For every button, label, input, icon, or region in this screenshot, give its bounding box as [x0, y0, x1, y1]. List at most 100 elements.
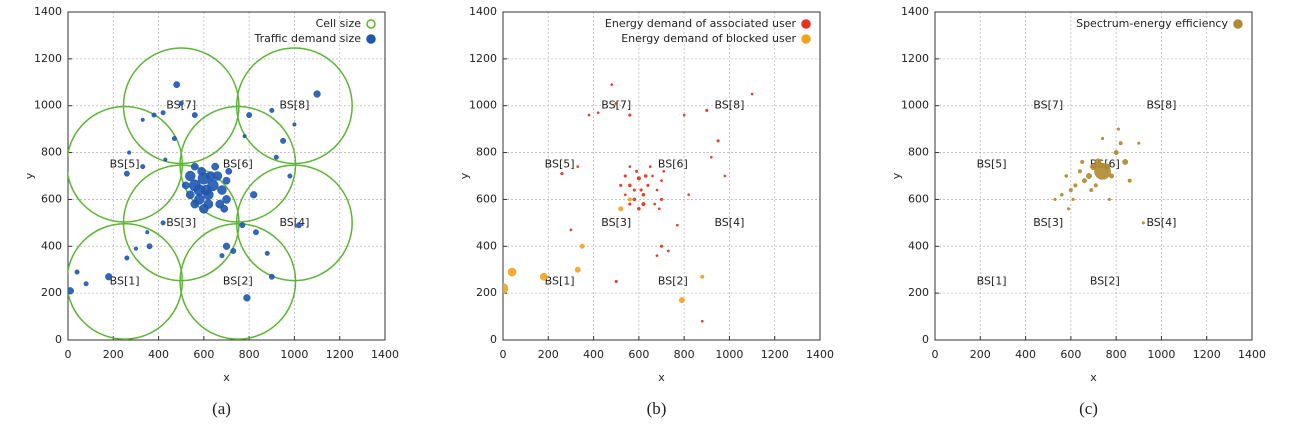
data-point [641, 202, 646, 207]
data-point [1090, 163, 1097, 171]
data-point [205, 171, 216, 181]
data-point [1071, 197, 1075, 202]
data-point [1109, 173, 1115, 179]
annotation: BS[6] [223, 157, 253, 170]
data-point [191, 112, 198, 119]
chart-panel: 0 200 400 600 800 1000 1200 1400 0 200 400 600 800 10… [23, 5, 399, 418]
data-point [83, 281, 89, 287]
data-point [750, 92, 754, 96]
annotation: BS[5] [545, 157, 575, 170]
x-tick-label: 1200 [326, 348, 354, 361]
x-tick-label: 1400 [1238, 348, 1266, 361]
plot-frame [502, 11, 821, 341]
y-axis-label: y [890, 172, 903, 179]
data-point [252, 229, 259, 236]
y-tick-label: 1200 [469, 52, 497, 65]
data-point [1077, 169, 1082, 174]
annotation: BS[6] [658, 157, 688, 170]
data-point [140, 164, 146, 170]
data-point [627, 197, 632, 202]
data-point [574, 266, 581, 273]
x-tick-label: 600 [1060, 348, 1081, 361]
data-point [655, 188, 659, 192]
legend-label: Cell size [316, 17, 362, 30]
data-point [171, 136, 177, 142]
data-point [243, 294, 251, 302]
data-point [1068, 187, 1073, 193]
cell-circle [179, 105, 297, 223]
y-tick-label: 200 [908, 286, 929, 299]
data-point [313, 90, 321, 98]
data-point [1137, 141, 1141, 145]
data-point [295, 222, 302, 229]
data-point [197, 166, 206, 176]
annotation: BS[4] [279, 216, 309, 229]
cell-circle [179, 222, 297, 340]
data-point [576, 165, 580, 169]
data-point [507, 267, 517, 277]
plot-area [935, 12, 1252, 340]
data-point [1073, 183, 1078, 188]
caption: (c) [1079, 399, 1098, 418]
data-point [637, 206, 641, 211]
legend-label: Energy demand of blocked user [621, 32, 796, 45]
data-point [587, 113, 591, 117]
data-point [140, 117, 145, 122]
data-point [160, 110, 166, 116]
annotation: BS[3] [601, 216, 631, 229]
data-point [200, 184, 212, 196]
data-point [614, 279, 618, 284]
data-point [1080, 159, 1085, 165]
annotation: BS[7] [1033, 99, 1063, 112]
data-point [1064, 174, 1069, 178]
data-point [628, 165, 632, 169]
data-point [133, 246, 138, 251]
data-point [185, 170, 196, 182]
annotation: BS[7] [601, 99, 631, 112]
y-tick-label: 200 [476, 286, 497, 299]
data-point [660, 179, 663, 183]
data-point [1100, 136, 1105, 141]
annotation: BS[1] [545, 274, 575, 287]
y-tick-label: 600 [908, 192, 929, 205]
data-point [211, 162, 220, 171]
data-point [269, 107, 275, 113]
y-tick-label: 0 [490, 333, 497, 346]
plot-area [68, 12, 385, 340]
data-point [634, 169, 639, 173]
data-point [651, 174, 654, 178]
data-point [151, 112, 157, 118]
data-point [230, 248, 237, 254]
y-tick-label: 400 [476, 239, 497, 252]
legend-marker [801, 34, 811, 44]
y-axis-label: y [458, 172, 471, 179]
data-point [678, 297, 685, 304]
legend-label: Traffic demand size [253, 32, 361, 45]
x-tick-label: 0 [500, 348, 507, 361]
y-tick-label: 1200 [34, 52, 62, 65]
data-layer [1053, 127, 1145, 225]
data-point [716, 139, 720, 143]
data-point [287, 173, 293, 179]
data-point [623, 174, 627, 178]
y-tick-label: 0 [55, 333, 62, 346]
x-tick-label: 400 [1015, 348, 1036, 361]
data-point [1081, 178, 1087, 184]
data-point [646, 183, 650, 187]
data-point [632, 197, 637, 202]
data-point [160, 220, 166, 226]
x-tick-label: 400 [148, 348, 169, 361]
cell-circle [235, 47, 353, 165]
data-point [662, 169, 666, 173]
x-tick-label: 400 [583, 348, 604, 361]
x-tick-label: 1000 [280, 348, 308, 361]
x-tick-label: 800 [239, 348, 260, 361]
data-layer [503, 83, 754, 323]
data-point [596, 111, 600, 115]
y-tick-label: 400 [908, 239, 929, 252]
data-point [1107, 197, 1111, 202]
data-point [503, 283, 509, 294]
annotation: BS[5] [977, 157, 1007, 170]
caption: (b) [647, 399, 667, 418]
